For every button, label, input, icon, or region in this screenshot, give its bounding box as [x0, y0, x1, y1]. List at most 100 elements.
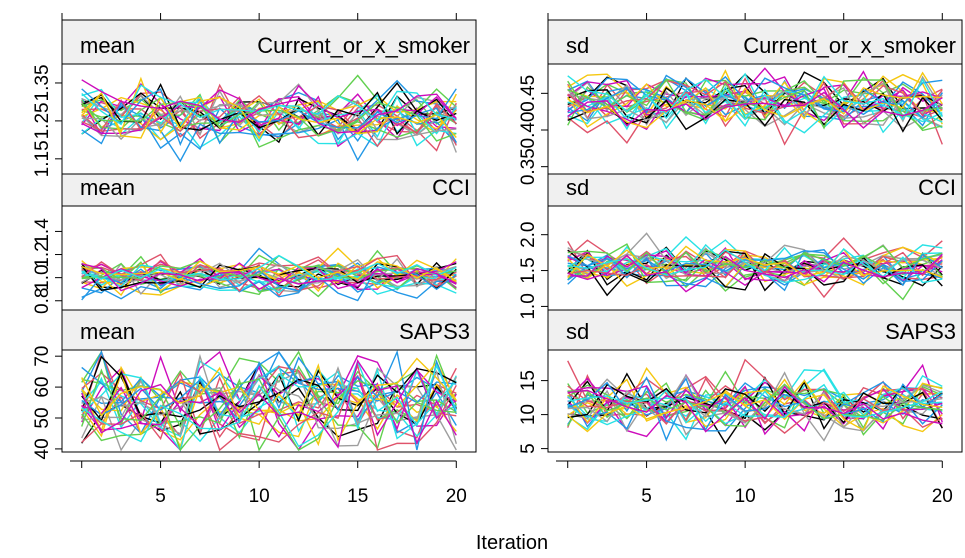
series-line-30 [81, 263, 457, 292]
series-line-24 [567, 232, 943, 276]
series-line-25 [81, 94, 457, 148]
y-tick-label: 50 [32, 407, 53, 428]
series-line-18 [81, 96, 457, 148]
series-line-27 [81, 101, 457, 142]
strip-stat-label: sd [566, 33, 589, 58]
series-line-28 [567, 245, 943, 279]
series-line-28 [81, 91, 457, 140]
x-tick-label: 15 [347, 486, 368, 507]
series-line-27 [567, 245, 943, 275]
series-line-25 [567, 392, 943, 435]
series-line-21 [81, 264, 457, 294]
series-lines [567, 358, 943, 445]
strip-stat-label: mean [80, 33, 135, 58]
series-line-26 [81, 349, 457, 451]
y-tick-label: 1.35 [32, 64, 53, 101]
y-tick-label: 1.5 [518, 257, 539, 283]
y-tick-label: 1.4 [32, 218, 53, 245]
y-tick-label: 0.40 [518, 112, 539, 149]
series-line-19 [81, 265, 457, 300]
series-line-30 [567, 385, 943, 433]
y-tick-label: 1.0 [32, 264, 53, 290]
series-line-29 [567, 383, 943, 423]
panel-mean-saps3: mean SAPS3 40 50 60 70 5 10 15 20 [32, 309, 477, 507]
series-line-29 [567, 248, 943, 284]
series-line-25 [567, 79, 943, 117]
series-line-30 [81, 79, 457, 134]
series-lines [567, 67, 943, 146]
y-tick-label: 1.2 [32, 241, 53, 267]
series-lines [567, 232, 943, 301]
strip-variable-label: CCI [432, 175, 470, 200]
series-line-30 [567, 91, 943, 129]
y-tick-label: 40 [32, 438, 53, 459]
series-line-22 [81, 366, 457, 438]
strip-variable-label: Current_or_x_smoker [257, 33, 470, 58]
x-tick-label: 5 [641, 486, 652, 507]
series-line-18 [81, 365, 457, 452]
x-tick-label: 20 [932, 486, 953, 507]
series-line-29 [81, 254, 457, 282]
strip-variable-label: SAPS3 [399, 319, 470, 344]
series-line-25 [567, 251, 943, 279]
series-line-22 [567, 251, 943, 287]
series-line-24 [567, 87, 943, 126]
series-line-19 [81, 356, 457, 423]
x-tick-label: 5 [155, 486, 166, 507]
series-line-20 [81, 361, 457, 449]
x-tick-label: 10 [249, 486, 270, 507]
panel-frame [61, 205, 477, 311]
panel-sd-cci: sd CCI 1.0 1.5 2.0 [518, 173, 963, 320]
panel-strip [61, 173, 477, 207]
series-line-24 [81, 103, 457, 141]
panel-frame [547, 349, 963, 453]
strip-variable-label: SAPS3 [885, 319, 956, 344]
x-tick-label: 10 [735, 486, 756, 507]
panel-sd-current_or_x_smoker: sd Current_or_x_smoker 0.350.400.45 [518, 13, 963, 185]
series-line-14 [567, 67, 943, 117]
panel-frame [61, 349, 477, 453]
y-tick-label: 70 [32, 346, 53, 367]
strip-stat-label: mean [80, 319, 135, 344]
panel-strip [547, 173, 963, 207]
series-line-30 [567, 253, 943, 293]
y-tick-label: 0.45 [518, 75, 539, 112]
series-lines [81, 349, 457, 452]
panel-sd-saps3: sd SAPS3 5 10 15 5 10 15 20 [518, 309, 963, 507]
series-line-21 [81, 367, 457, 452]
series-line-28 [81, 260, 457, 282]
series-line-26 [81, 88, 457, 147]
panel-mean-current_or_x_smoker: mean Current_or_x_smoker 1.151.251.35 [32, 13, 477, 177]
series-line-28 [81, 357, 457, 443]
y-tick-label: 5 [518, 443, 539, 454]
strip-stat-label: mean [80, 175, 135, 200]
strip-variable-label: CCI [918, 175, 956, 200]
series-line-19 [567, 382, 943, 442]
x-tick-label: 20 [446, 486, 467, 507]
series-lines [81, 74, 457, 163]
x-axis-label: Iteration [476, 532, 548, 554]
series-line-29 [81, 84, 457, 126]
x-tick-label: 15 [833, 486, 854, 507]
series-line-27 [567, 78, 943, 130]
y-tick-label: 2.0 [518, 221, 539, 247]
strip-variable-label: Current_or_x_smoker [743, 33, 956, 58]
series-line-18 [567, 80, 943, 132]
series-line-29 [567, 75, 943, 125]
y-tick-label: 1.25 [32, 102, 53, 139]
strip-stat-label: sd [566, 175, 589, 200]
series-line-25 [81, 362, 457, 452]
y-tick-label: 60 [32, 377, 53, 398]
panel-strip [61, 19, 477, 65]
y-tick-label: 0.8 [32, 288, 53, 314]
series-line-29 [81, 359, 457, 448]
strip-stat-label: sd [566, 319, 589, 344]
series-line-20 [567, 378, 943, 428]
y-tick-label: 1.0 [518, 293, 539, 319]
panel-mean-cci: mean CCI 0.81.01.21.4 [32, 173, 477, 314]
series-line-26 [567, 74, 943, 114]
series-line-15 [81, 360, 457, 438]
series-line-20 [81, 259, 457, 297]
